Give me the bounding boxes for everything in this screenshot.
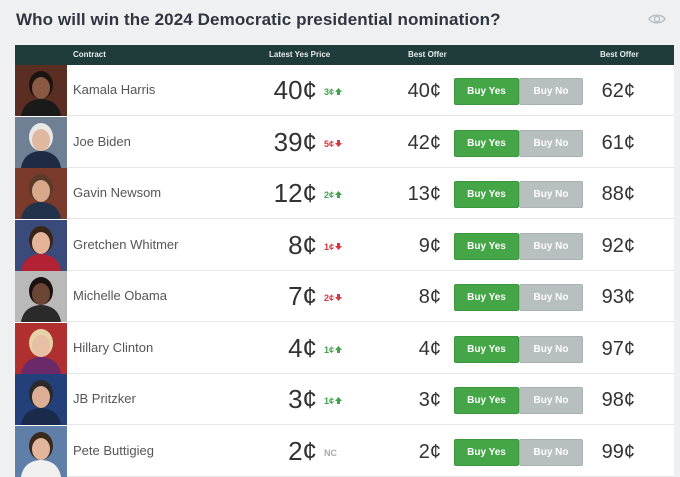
latest-yes-price: 4¢ [288, 332, 317, 363]
buy-yes-button[interactable]: Buy Yes [454, 438, 519, 466]
column-header-contract: Contract [73, 50, 106, 59]
best-offer-yes: 40¢ [407, 80, 441, 102]
arrow-up-icon [334, 87, 343, 97]
avatar [15, 219, 67, 271]
table-row[interactable]: Gavin Newsom 12¢ 2¢ 13¢ Buy Yes Buy No 88¢ [15, 168, 674, 219]
arrow-up-icon [334, 190, 343, 200]
best-offer-yes: 13¢ [407, 183, 441, 205]
latest-yes-price: 39¢ [273, 126, 317, 157]
contract-name[interactable]: Kamala Harris [73, 82, 156, 97]
column-header-latest-yes-price: Latest Yes Price [269, 50, 331, 59]
price-change: NC [324, 448, 337, 458]
table-row[interactable]: JB Pritzker 3¢ 1¢ 3¢ Buy Yes Buy No 98¢ [15, 374, 674, 425]
price-change-value: NC [324, 447, 337, 458]
avatar [15, 322, 67, 374]
table-row[interactable]: Pete Buttigieg 2¢ NC 2¢ Buy Yes Buy No 99¢ [15, 425, 674, 477]
contract-name[interactable]: Gretchen Whitmer [73, 236, 179, 252]
best-offer-yes: 2¢ [418, 440, 441, 463]
price-change: 5¢ [324, 138, 343, 149]
price-change-value: 3¢ [324, 87, 335, 97]
best-offer-no: 99¢ [601, 440, 635, 463]
buy-no-button[interactable]: Buy No [519, 232, 583, 260]
arrow-up-icon [334, 345, 343, 355]
buy-yes-button[interactable]: Buy Yes [454, 129, 519, 157]
price-change-value: 2¢ [324, 293, 335, 303]
buy-yes-button[interactable]: Buy Yes [454, 284, 519, 311]
price-change-value: 1¢ [324, 396, 335, 406]
best-offer-no: 97¢ [601, 337, 635, 360]
avatar [15, 116, 67, 168]
price-change-value: 1¢ [324, 241, 335, 252]
arrow-down-icon [334, 139, 343, 149]
best-offer-no: 62¢ [601, 80, 635, 102]
contract-name[interactable]: Hillary Clinton [73, 339, 154, 355]
avatar [15, 65, 67, 116]
arrow-down-icon [334, 293, 343, 303]
latest-yes-price: 7¢ [288, 281, 317, 311]
best-offer-no: 93¢ [601, 286, 635, 308]
best-offer-no: 61¢ [601, 131, 635, 154]
price-change: 3¢ [324, 87, 343, 97]
price-change: 1¢ [324, 396, 343, 406]
avatar [15, 374, 67, 425]
latest-yes-price: 40¢ [273, 75, 317, 105]
contract-name[interactable]: Michelle Obama [73, 288, 167, 303]
table-row[interactable]: Gretchen Whitmer 8¢ 1¢ 9¢ Buy Yes Buy No 92¢ [15, 219, 674, 271]
price-change: 1¢ [324, 344, 343, 355]
arrow-up-icon [334, 396, 343, 406]
table-row[interactable]: Kamala Harris 40¢ 3¢ 40¢ Buy Yes Buy No 62¢ [15, 65, 674, 116]
buy-no-button[interactable]: Buy No [519, 78, 583, 105]
best-offer-yes: 42¢ [407, 131, 441, 154]
contract-name[interactable]: Pete Buttigieg [73, 442, 154, 458]
buy-no-button[interactable]: Buy No [519, 387, 583, 414]
buy-no-button[interactable]: Buy No [519, 438, 583, 466]
contract-name[interactable]: JB Pritzker [73, 391, 136, 406]
buy-yes-button[interactable]: Buy Yes [454, 78, 519, 105]
latest-yes-price: 12¢ [273, 178, 317, 208]
buy-no-button[interactable]: Buy No [519, 181, 583, 208]
buy-no-button[interactable]: Buy No [519, 129, 583, 157]
eye-icon[interactable] [648, 12, 666, 26]
best-offer-yes: 9¢ [418, 234, 441, 257]
best-offer-no: 88¢ [601, 183, 635, 205]
contract-name[interactable]: Gavin Newsom [73, 185, 162, 200]
price-change: 1¢ [324, 241, 343, 252]
page-header: Who will win the 2024 Democratic preside… [0, 0, 680, 44]
contracts-table: Contract Latest Yes Price Best Offer Bes… [15, 45, 674, 477]
buy-yes-button[interactable]: Buy Yes [454, 335, 519, 363]
avatar [15, 168, 67, 219]
best-offer-yes: 3¢ [418, 389, 441, 411]
buy-yes-button[interactable]: Buy Yes [454, 181, 519, 208]
best-offer-no: 92¢ [601, 234, 635, 257]
avatar [15, 425, 67, 477]
latest-yes-price: 2¢ [288, 435, 317, 466]
best-offer-yes: 8¢ [418, 286, 441, 308]
arrow-down-icon [334, 242, 343, 252]
table-row[interactable]: Michelle Obama 7¢ 2¢ 8¢ Buy Yes Buy No 93¢ [15, 271, 674, 322]
price-change-value: 5¢ [324, 138, 335, 149]
buy-yes-button[interactable]: Buy Yes [454, 232, 519, 260]
column-header-best-offer-yes: Best Offer [408, 50, 447, 59]
price-change-value: 1¢ [324, 344, 335, 355]
table-row[interactable]: Hillary Clinton 4¢ 1¢ 4¢ Buy Yes Buy No 97¢ [15, 322, 674, 374]
buy-yes-button[interactable]: Buy Yes [454, 387, 519, 414]
table-row[interactable]: Joe Biden 39¢ 5¢ 42¢ Buy Yes Buy No 61¢ [15, 116, 674, 168]
price-change: 2¢ [324, 293, 343, 303]
column-header-best-offer-no: Best Offer [600, 50, 639, 59]
price-change: 2¢ [324, 190, 343, 200]
contract-name[interactable]: Joe Biden [73, 133, 131, 149]
latest-yes-price: 3¢ [288, 384, 317, 414]
price-change-value: 2¢ [324, 190, 335, 200]
page-title: Who will win the 2024 Democratic preside… [16, 10, 501, 29]
buy-no-button[interactable]: Buy No [519, 335, 583, 363]
table-header: Contract Latest Yes Price Best Offer Bes… [15, 45, 674, 65]
best-offer-yes: 4¢ [418, 337, 441, 360]
best-offer-no: 98¢ [601, 389, 635, 411]
latest-yes-price: 8¢ [288, 229, 317, 260]
buy-no-button[interactable]: Buy No [519, 284, 583, 311]
avatar [15, 271, 67, 322]
